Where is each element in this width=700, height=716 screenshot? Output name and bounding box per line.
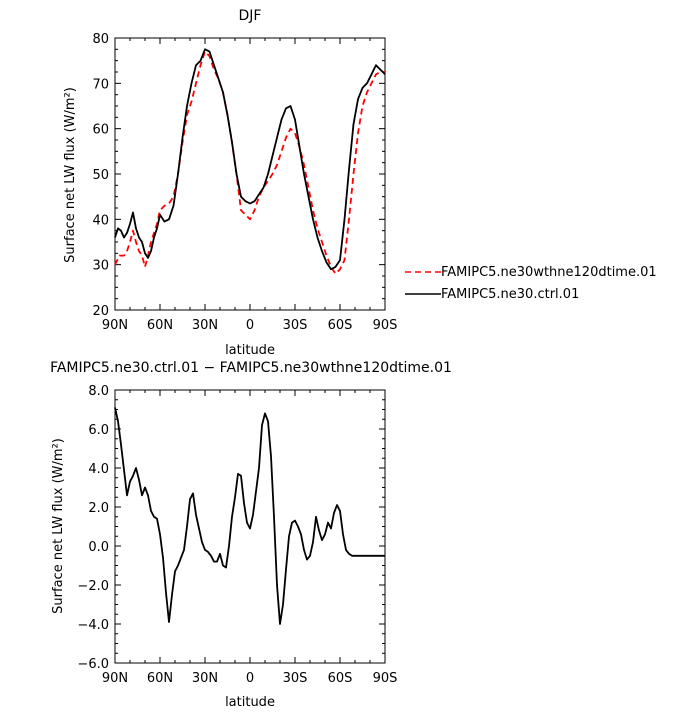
legend-label: FAMIPC5.ne30.ctrl.01	[441, 287, 579, 302]
y-tick-label: 0.0	[88, 540, 109, 555]
plot-frame	[114, 37, 386, 311]
y-tick-label: 4.0	[88, 462, 109, 477]
x-tick-label: 0	[246, 318, 254, 333]
legend: FAMIPC5.ne30wthne120dtime.01 FAMIPC5.ne3…	[405, 265, 657, 302]
x-tick-label: 30N	[192, 671, 218, 686]
series-group	[114, 48, 386, 275]
x-axis-label: latitude	[225, 695, 275, 710]
panel-bottom: FAMIPC5.ne30.ctrl.01 − FAMIPC5.ne30wthne…	[50, 360, 452, 710]
x-tick-label: 60S	[328, 671, 353, 686]
x-tick-label: 0	[246, 671, 254, 686]
chart-title: FAMIPC5.ne30.ctrl.01 − FAMIPC5.ne30wthne…	[50, 360, 452, 376]
y-tick-label: 6.0	[88, 423, 109, 438]
x-axis-label: latitude	[225, 343, 275, 358]
series-line-solid	[114, 407, 385, 625]
y-tick-label: 70	[92, 77, 109, 92]
y-tick-label: 40	[92, 213, 109, 228]
y-tick-label: 2.0	[88, 501, 109, 516]
series-line-solid	[114, 48, 386, 271]
chart-title: DJF	[239, 8, 262, 24]
x-tick-label: 60N	[147, 318, 173, 333]
y-tick-label: 30	[92, 259, 109, 274]
x-ticks: 90N 60N 30N 0 30S 60S 90S	[102, 390, 398, 686]
panel-top: DJF 20 30 40 50 60 70 80 90N 60N 30N 0 30S 60S 90S l…	[63, 8, 657, 358]
x-tick-label: 30S	[283, 671, 308, 686]
y-tick-label: 80	[92, 32, 109, 47]
x-tick-label: 90S	[373, 671, 398, 686]
y-tick-label: 8.0	[88, 384, 109, 399]
y-axis-label: Surface net LW flux (W/m²)	[63, 87, 78, 263]
x-tick-label: 60S	[328, 318, 353, 333]
legend-label: FAMIPC5.ne30wthne120dtime.01	[441, 265, 657, 280]
y-ticks: −6.0 −4.0 −2.0 0.0 2.0 4.0 6.0 8.0	[77, 384, 385, 672]
y-axis-label: Surface net LW flux (W/m²)	[51, 438, 66, 614]
y-tick-label: 60	[92, 123, 109, 138]
x-tick-label: 90N	[102, 318, 128, 333]
x-ticks: 90N 60N 30N 0 30S 60S 90S	[102, 38, 398, 333]
x-tick-label: 60N	[147, 671, 173, 686]
series-group	[114, 407, 385, 625]
x-tick-label: 30N	[192, 318, 218, 333]
x-tick-label: 90S	[373, 318, 398, 333]
y-tick-label: 20	[92, 304, 109, 319]
y-tick-label: −6.0	[77, 657, 109, 672]
x-tick-label: 30S	[283, 318, 308, 333]
y-tick-label: −4.0	[77, 618, 109, 633]
x-tick-label: 90N	[102, 671, 128, 686]
y-ticks: 20 30 40 50 60 70 80	[92, 32, 385, 319]
y-tick-label: 50	[92, 168, 109, 183]
y-tick-label: −2.0	[77, 579, 109, 594]
series-line-dashed	[114, 50, 385, 275]
